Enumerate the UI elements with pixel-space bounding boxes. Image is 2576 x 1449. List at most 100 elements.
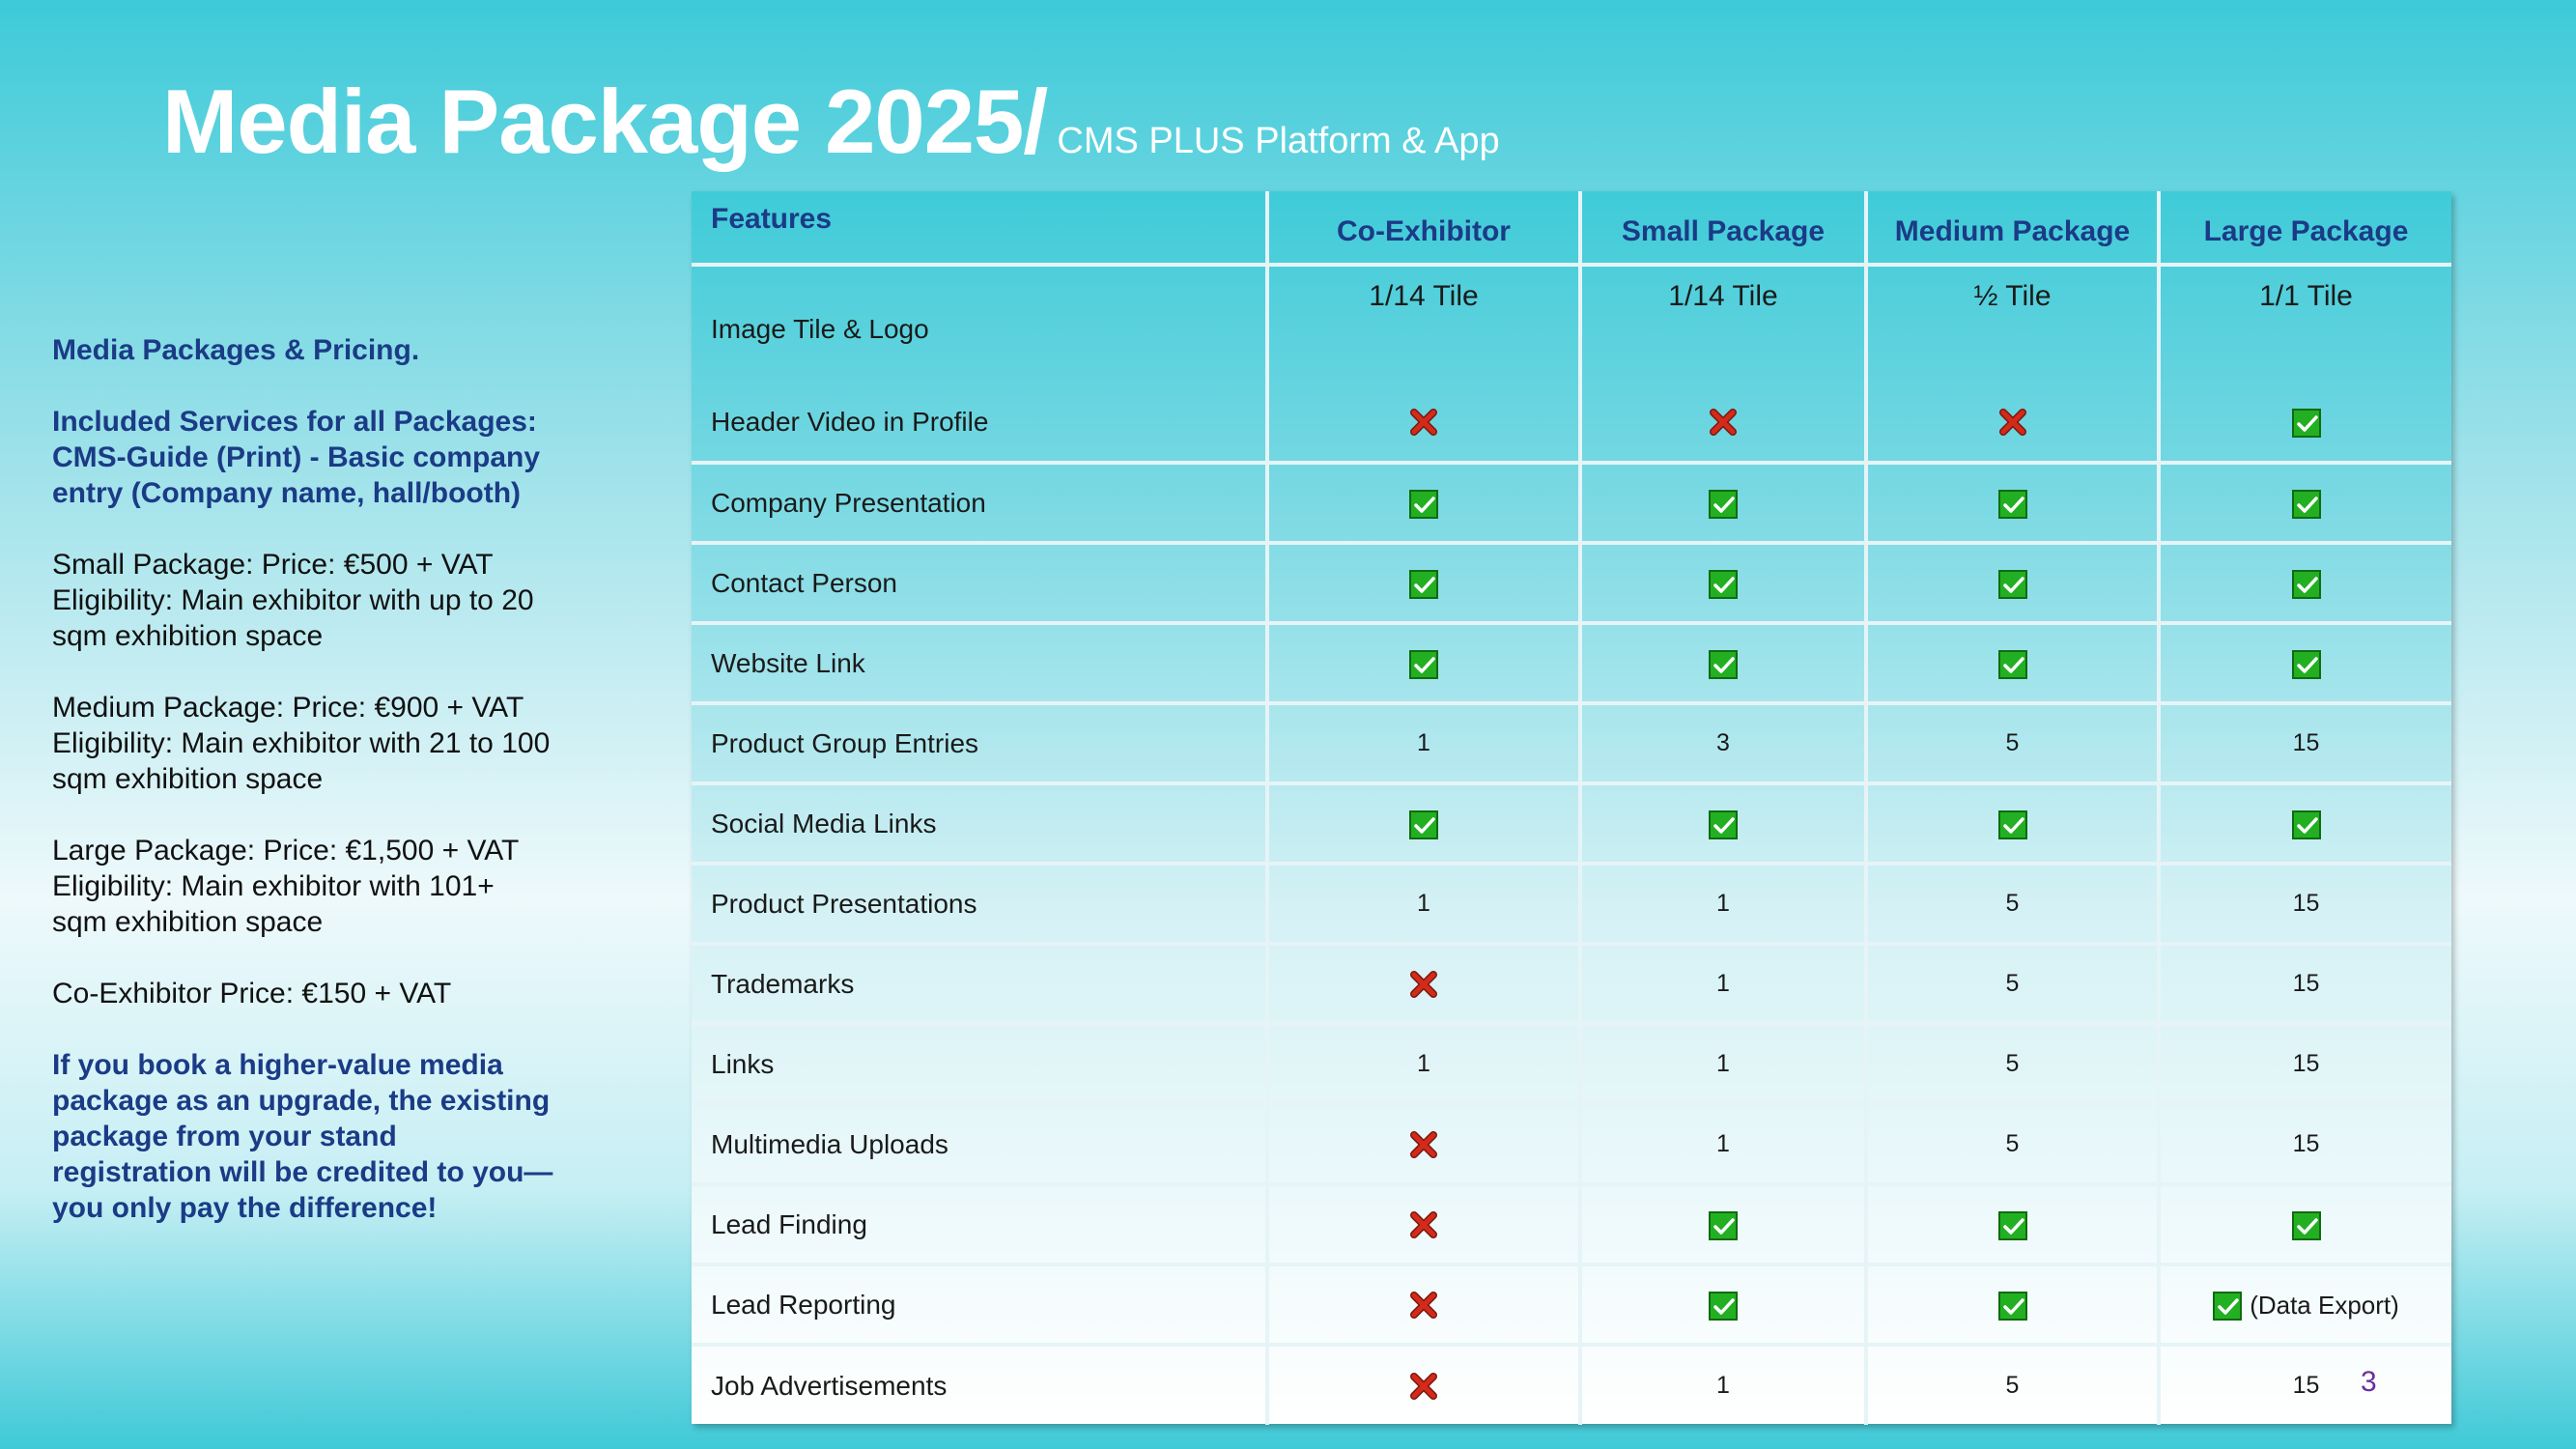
table-row: Lead Finding: [692, 1184, 2451, 1266]
table-row: Social Media Links: [692, 783, 2451, 866]
table-row: Multimedia Uploads 1 5 15: [692, 1104, 2451, 1186]
table-cell-check: [1267, 623, 1582, 705]
table-row: Links 1 1 5 15: [692, 1024, 2451, 1106]
feature-label: Trademarks: [692, 944, 1269, 1026]
table-cell: 1: [1580, 944, 1868, 1026]
table-row: Product Group Entries 1 3 5 15: [692, 703, 2451, 785]
check-icon: [1409, 649, 1438, 679]
check-icon: [1709, 649, 1738, 679]
table-cell-cross: [1866, 383, 2161, 465]
header-large-package: Large Package: [2159, 191, 2451, 267]
table-cell: 1/14 Tile: [1267, 265, 1582, 383]
feature-label: Lead Finding: [692, 1184, 1269, 1266]
table-cell: 1: [1580, 1024, 1868, 1106]
check-icon: [1709, 1291, 1738, 1321]
table-cell: 1/14 Tile: [1580, 265, 1868, 383]
pricing-sidebar: Media Packages & Pricing. Included Servi…: [52, 332, 554, 1262]
table-row: Product Presentations 1 1 5 15: [692, 864, 2451, 946]
table-cell: 15: [2159, 1024, 2451, 1106]
check-icon: [2213, 1291, 2243, 1321]
features-table: Features Co-Exhibitor Small Package Medi…: [692, 191, 2451, 1425]
check-icon: [1997, 1291, 2027, 1321]
cross-icon: [1408, 1128, 1439, 1159]
cross-icon: [1408, 968, 1439, 999]
table-cell: 5: [1866, 864, 2161, 946]
page-number: 3: [2361, 1366, 2377, 1398]
table-cell: 5: [1866, 1104, 2161, 1186]
table-cell: 15: [2159, 703, 2451, 785]
feature-label: Product Presentations: [692, 864, 1269, 946]
table-cell-check: [1267, 783, 1582, 866]
cross-icon: [1408, 1208, 1439, 1239]
table-cell-cross: [1267, 1345, 1582, 1425]
table-cell: 1: [1580, 1345, 1868, 1425]
feature-label: Links: [692, 1024, 1269, 1106]
table-cell: 15: [2159, 864, 2451, 946]
cross-icon: [1997, 406, 2028, 437]
table-cell-cross: [1267, 383, 1582, 465]
sidebar-medium-package: Medium Package: Price: €900 + VAT Eligib…: [52, 692, 551, 795]
table-cell: 1: [1267, 703, 1582, 785]
table-cell: 1/1 Tile: [2259, 280, 2353, 312]
check-icon: [2291, 489, 2321, 519]
table-row: Website Link: [692, 623, 2451, 705]
header-medium-package: Medium Package: [1866, 191, 2161, 267]
sidebar-included-services: Included Services for all Packages: CMS-…: [52, 406, 541, 509]
table-cell: 15: [2159, 1104, 2451, 1186]
feature-label: Social Media Links: [692, 783, 1269, 866]
check-icon: [1409, 489, 1438, 519]
table-cell: 15: [2159, 944, 2451, 1026]
check-icon: [1709, 569, 1738, 599]
table-row-image-tile: Image Tile & Logo 1/14 Tile 1/14 Tile ½ …: [692, 265, 2451, 383]
feature-label: Job Advertisements: [692, 1345, 1269, 1425]
table-cell: 15: [2292, 1372, 2320, 1399]
sidebar-large-package: Large Package: Price: €1,500 + VAT Eligi…: [52, 835, 519, 938]
table-cell-check: [1866, 783, 2161, 866]
feature-label: Lead Reporting: [692, 1264, 1269, 1347]
cell-note: (Data Export): [2250, 1291, 2399, 1321]
table-cell-check: [1866, 463, 2161, 545]
title-subtitle: CMS PLUS Platform & App: [1057, 121, 1500, 161]
features-table-container: Features Co-Exhibitor Small Package Medi…: [692, 191, 2451, 1425]
table-cell: 5: [1866, 703, 2161, 785]
header-co-exhibitor: Co-Exhibitor: [1267, 191, 1582, 267]
check-icon: [2291, 649, 2321, 679]
table-row: Header Video in Profile: [692, 383, 2451, 465]
feature-rows: Header Video in Profile Company Presentat…: [692, 383, 2451, 1425]
table-cell-check: [1580, 543, 1868, 625]
table-cell-check: [2159, 1184, 2451, 1266]
feature-label: Company Presentation: [692, 463, 1269, 545]
table-cell-cross: [1580, 383, 1868, 465]
check-icon: [2291, 1210, 2321, 1240]
header-features: Features: [692, 191, 1269, 267]
table-cell: 5: [1866, 944, 2161, 1026]
table-cell-check: [1866, 1184, 2161, 1266]
table-cell-check: [1267, 463, 1582, 545]
check-icon: [1997, 489, 2027, 519]
check-icon: [2291, 408, 2321, 438]
table-cell-check: [1866, 1264, 2161, 1347]
feature-label: Website Link: [692, 623, 1269, 705]
table-cell-check: [1580, 1264, 1868, 1347]
sidebar-upgrade-note: If you book a higher-value media package…: [52, 1049, 553, 1224]
feature-label: Product Group Entries: [692, 703, 1269, 785]
table-row: Company Presentation: [692, 463, 2451, 545]
table-cell-check: [1580, 623, 1868, 705]
check-icon: [1997, 1210, 2027, 1240]
check-icon: [1997, 569, 2027, 599]
check-icon: [1709, 810, 1738, 839]
check-icon: [1709, 1210, 1738, 1240]
feature-label: Contact Person: [692, 543, 1269, 625]
check-icon: [2291, 810, 2321, 839]
table-row: Contact Person: [692, 543, 2451, 625]
check-icon: [1409, 810, 1438, 839]
table-cell-check: [1580, 783, 1868, 866]
sidebar-heading: Media Packages & Pricing.: [52, 334, 420, 366]
table-cell-cross: [1267, 944, 1582, 1026]
check-icon: [1709, 489, 1738, 519]
cross-icon: [1408, 406, 1439, 437]
cross-icon: [1408, 1289, 1439, 1320]
table-cell: 1: [1267, 864, 1582, 946]
table-cell-check: [1267, 543, 1582, 625]
feature-label: Header Video in Profile: [692, 383, 1269, 465]
